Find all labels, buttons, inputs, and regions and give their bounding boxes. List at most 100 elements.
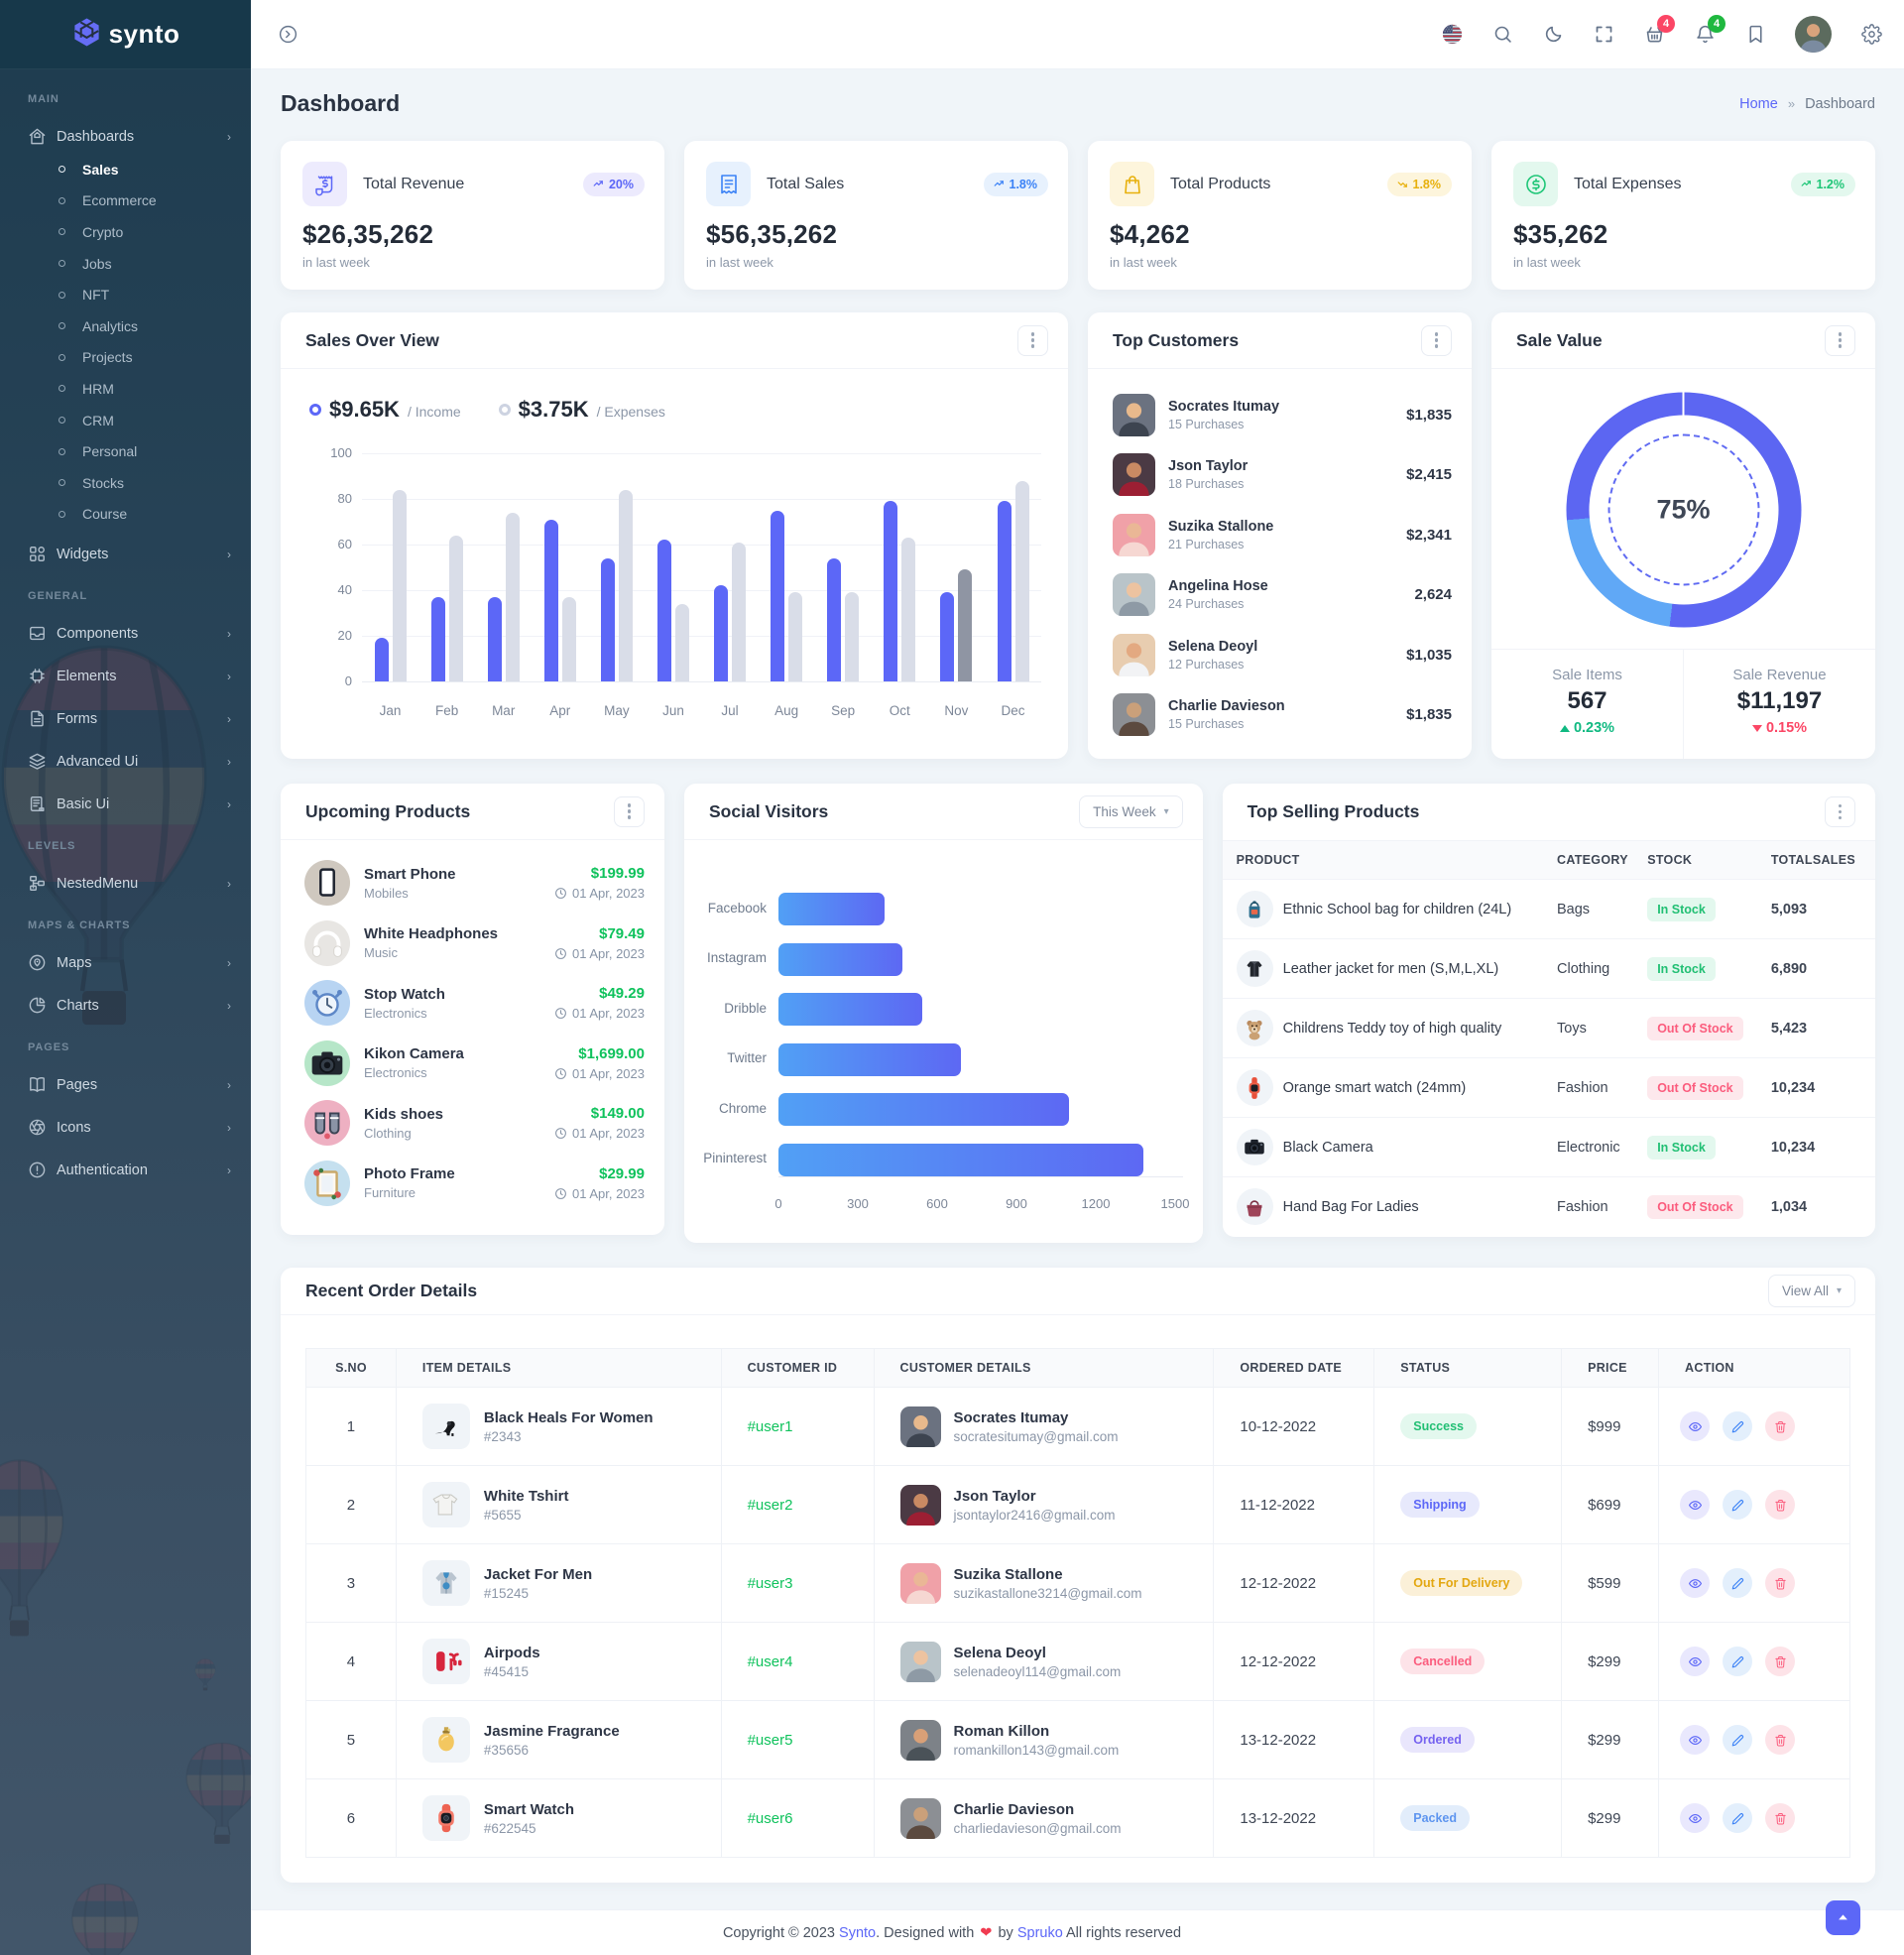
sidebar-subitem-hrm[interactable]: HRM — [0, 373, 251, 405]
top-selling-options-button[interactable] — [1825, 796, 1855, 827]
sidebar-item-nestedmenu[interactable]: NestedMenu › — [0, 862, 251, 905]
upcoming-product-row[interactable]: Stop Watch Electronics $49.29 01 Apr, 20… — [304, 973, 645, 1034]
sidebar-subitem-projects[interactable]: Projects — [0, 342, 251, 374]
order-customer-id[interactable]: #user3 — [720, 1543, 875, 1623]
bar-expenses-aug[interactable] — [788, 592, 803, 681]
order-customer-id[interactable]: #user6 — [720, 1778, 875, 1858]
sidebar-subitem-personal[interactable]: Personal — [0, 435, 251, 467]
upcoming-product-row[interactable]: Smart Phone Mobiles $199.99 01 Apr, 2023 — [304, 853, 645, 914]
sidebar-item-authentication[interactable]: Authentication › — [0, 1149, 251, 1191]
delete-order-button[interactable] — [1765, 1803, 1796, 1833]
delete-order-button[interactable] — [1765, 1568, 1796, 1598]
sidebar-item-charts[interactable]: Charts › — [0, 984, 251, 1027]
edit-order-button[interactable] — [1723, 1647, 1753, 1676]
sale-value-options-button[interactable] — [1825, 324, 1855, 356]
view-order-button[interactable] — [1680, 1411, 1711, 1441]
basket-icon[interactable]: 4 — [1643, 14, 1675, 46]
bar-twitter[interactable] — [778, 1042, 961, 1076]
sidebar-item-basic-ui[interactable]: Basic Ui › — [0, 783, 251, 825]
sales-over-view-options-button[interactable] — [1017, 324, 1048, 356]
bar-expenses-may[interactable] — [618, 489, 633, 681]
bar-expenses-oct[interactable] — [901, 538, 916, 681]
bar-income-mar[interactable] — [487, 596, 502, 681]
edit-order-button[interactable] — [1723, 1568, 1753, 1598]
order-customer-id[interactable]: #user1 — [720, 1387, 875, 1466]
upcoming-product-row[interactable]: Photo Frame Furniture $29.99 01 Apr, 202… — [304, 1154, 645, 1214]
fullscreen-icon[interactable] — [1593, 24, 1614, 46]
delete-order-button[interactable] — [1765, 1725, 1796, 1755]
delete-order-button[interactable] — [1765, 1647, 1796, 1676]
sidebar-item-forms[interactable]: Forms › — [0, 697, 251, 740]
bar-expenses-apr[interactable] — [561, 596, 576, 681]
upcoming-product-row[interactable]: Kids shoes Clothing $149.00 01 Apr, 2023 — [304, 1093, 645, 1154]
bar-facebook[interactable] — [778, 893, 885, 925]
view-order-button[interactable] — [1680, 1725, 1711, 1755]
top-selling-row[interactable]: Ethnic School bag for children (24L) Bag… — [1222, 879, 1875, 939]
sidebar-item-maps[interactable]: Maps › — [0, 941, 251, 984]
delete-order-button[interactable] — [1765, 1411, 1796, 1441]
view-order-button[interactable] — [1680, 1568, 1711, 1598]
sidebar-subitem-course[interactable]: Course — [0, 499, 251, 531]
footer-synto-link[interactable]: Synto — [839, 1924, 877, 1941]
bar-expenses-jul[interactable] — [732, 542, 746, 681]
scroll-to-top-button[interactable] — [1826, 1900, 1860, 1935]
bar-income-jun[interactable] — [657, 540, 671, 681]
top-selling-row[interactable]: Childrens Teddy toy of high quality Toys… — [1222, 998, 1875, 1058]
order-customer-id[interactable]: #user4 — [720, 1622, 875, 1701]
order-customer-id[interactable]: #user2 — [720, 1465, 875, 1544]
bar-income-may[interactable] — [600, 557, 615, 681]
sidebar-subitem-crypto[interactable]: Crypto — [0, 216, 251, 248]
sidebar-subitem-sales[interactable]: Sales — [0, 154, 251, 185]
bar-expenses-jan[interactable] — [392, 489, 407, 681]
view-order-button[interactable] — [1680, 1803, 1711, 1833]
sidebar-subitem-crm[interactable]: CRM — [0, 405, 251, 436]
footer-spruko-link[interactable]: Spruko — [1016, 1924, 1063, 1941]
sidebar-item-widgets[interactable]: Widgets › — [0, 533, 251, 575]
top-selling-row[interactable]: Hand Bag For Ladies Fashion Out Of Stock… — [1223, 1177, 1875, 1237]
sidebar-subitem-analytics[interactable]: Analytics — [0, 310, 251, 342]
sidebar-toggle-icon[interactable] — [277, 24, 298, 46]
bar-chrome[interactable] — [778, 1093, 1070, 1126]
bar-expenses-mar[interactable] — [505, 512, 520, 681]
bar-instagram[interactable] — [778, 942, 903, 976]
sidebar-item-pages[interactable]: Pages › — [0, 1063, 251, 1106]
view-order-button[interactable] — [1680, 1490, 1711, 1520]
bar-income-nov[interactable] — [940, 592, 955, 681]
bar-expenses-feb[interactable] — [448, 535, 463, 681]
customer-row[interactable]: Suzika Stallone 21 Purchases $2,341 — [1113, 505, 1452, 565]
upcoming-product-row[interactable]: White Headphones Music $79.49 01 Apr, 20… — [304, 914, 645, 974]
view-order-button[interactable] — [1680, 1647, 1711, 1676]
bar-income-aug[interactable] — [771, 510, 785, 681]
top-selling-row[interactable]: Orange smart watch (24mm) Fashion Out Of… — [1222, 1057, 1875, 1118]
bar-income-dec[interactable] — [997, 501, 1012, 681]
bar-income-jan[interactable] — [374, 638, 389, 681]
bar-income-oct[interactable] — [884, 501, 898, 681]
edit-order-button[interactable] — [1723, 1803, 1753, 1833]
sidebar-item-advanced-ui[interactable]: Advanced Ui › — [0, 740, 251, 783]
bar-expenses-dec[interactable] — [1014, 480, 1029, 681]
top-customers-options-button[interactable] — [1421, 324, 1452, 356]
bar-income-jul[interactable] — [714, 585, 728, 681]
customer-row[interactable]: Angelina Hose 24 Purchases 2,624 — [1113, 565, 1452, 626]
bar-expenses-nov[interactable] — [958, 569, 973, 681]
bar-income-apr[interactable] — [543, 519, 558, 681]
top-selling-row[interactable]: Black Camera Electronic In Stock 10,234 — [1222, 1117, 1875, 1177]
bar-expenses-jun[interactable] — [675, 603, 689, 681]
bar-expenses-sep[interactable] — [845, 592, 860, 681]
order-customer-id[interactable]: #user5 — [720, 1700, 875, 1779]
bell-icon[interactable]: 4 — [1694, 14, 1726, 46]
delete-order-button[interactable] — [1765, 1490, 1796, 1520]
top-selling-row[interactable]: Leather jacket for men (S,M,L,XL) Clothi… — [1222, 938, 1875, 999]
sidebar-subitem-stocks[interactable]: Stocks — [0, 467, 251, 499]
search-icon[interactable] — [1491, 24, 1513, 46]
logo[interactable]: synto — [0, 0, 251, 69]
edit-order-button[interactable] — [1723, 1490, 1753, 1520]
upcoming-product-row[interactable]: Kikon Camera Electronics $1,699.00 01 Ap… — [304, 1034, 645, 1094]
gear-icon[interactable] — [1860, 24, 1882, 46]
customer-row[interactable]: Selena Deoyl 12 Purchases $1,035 — [1113, 625, 1452, 685]
sidebar-subitem-ecommerce[interactable]: Ecommerce — [0, 185, 251, 217]
edit-order-button[interactable] — [1723, 1411, 1753, 1441]
bar-income-feb[interactable] — [430, 596, 445, 681]
breadcrumb-home-link[interactable]: Home — [1739, 95, 1778, 112]
bookmark-icon[interactable] — [1744, 24, 1766, 46]
